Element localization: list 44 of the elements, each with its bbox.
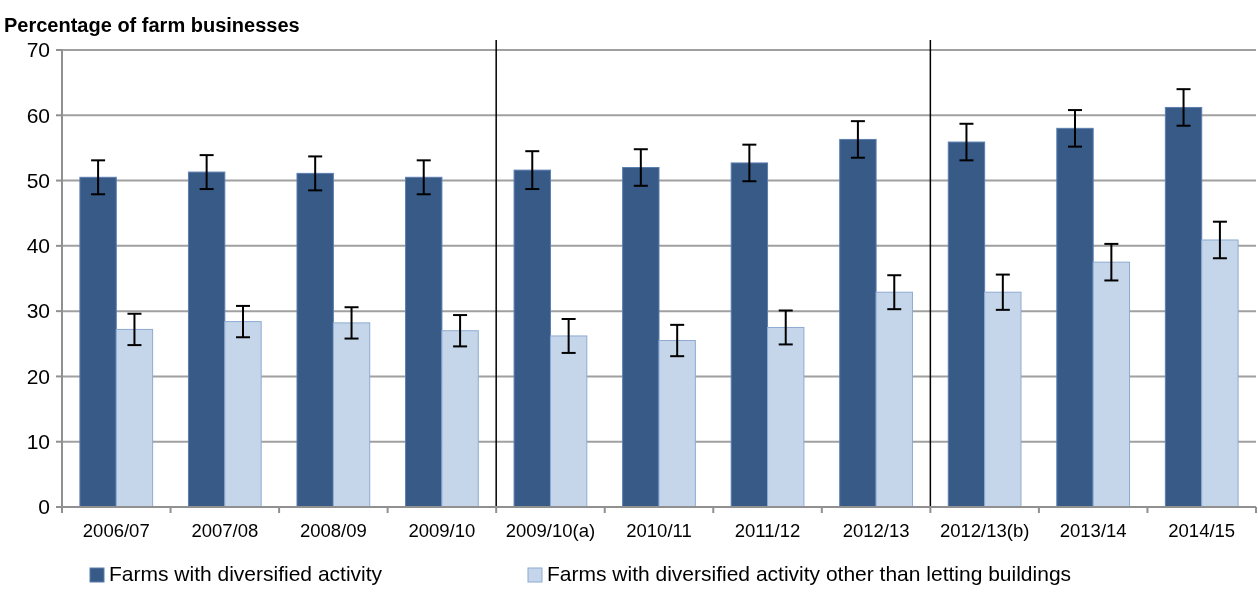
x-tick-label: 2009/10(a)	[505, 520, 596, 541]
bar	[332, 322, 371, 508]
x-tick-label: 2012/13(b)	[939, 520, 1030, 541]
bar	[730, 162, 769, 508]
x-tick-label: 2010/11	[626, 520, 692, 541]
y-axis-title: Percentage of farm businesses	[4, 14, 300, 36]
legend-label: Farms with diversified activity	[109, 562, 383, 585]
x-tick-label: 2014/15	[1168, 520, 1236, 541]
bar	[1092, 261, 1131, 508]
bar	[549, 335, 588, 508]
bar	[984, 291, 1022, 508]
bar	[658, 340, 696, 508]
y-tick-label: 70	[26, 38, 50, 62]
bar	[875, 291, 913, 508]
bar	[947, 141, 986, 508]
bar	[622, 167, 660, 508]
x-tick-label: 2006/07	[82, 520, 150, 541]
bar	[441, 330, 479, 508]
bar	[224, 321, 262, 508]
bar	[296, 172, 334, 508]
bar	[1164, 106, 1203, 508]
x-tick-label: 2013/14	[1059, 520, 1127, 541]
bar	[767, 326, 805, 508]
bar	[79, 176, 117, 508]
y-tick-label: 50	[26, 168, 50, 192]
x-tick-label: 2009/10	[408, 520, 476, 541]
bar	[513, 169, 551, 508]
x-tick-label: 2012/13	[842, 520, 910, 541]
y-tick-label: 10	[26, 430, 50, 454]
bar	[1056, 127, 1094, 508]
legend-label: Farms with diversified activity other than letting buildings	[547, 562, 1072, 585]
y-tick-label: 20	[26, 364, 50, 388]
bar	[839, 138, 877, 508]
y-tick-label: 40	[26, 234, 50, 258]
bar	[405, 176, 443, 508]
x-tick-label: 2007/08	[191, 520, 259, 541]
bar	[1201, 239, 1239, 508]
x-tick-label: 2011/12	[734, 520, 801, 541]
y-tick-label: 60	[26, 103, 50, 127]
bar	[115, 328, 154, 508]
y-tick-label: 30	[26, 299, 50, 323]
x-tick-label: 2008/09	[299, 520, 367, 541]
y-tick-label: 0	[38, 495, 50, 519]
bar	[187, 171, 226, 508]
